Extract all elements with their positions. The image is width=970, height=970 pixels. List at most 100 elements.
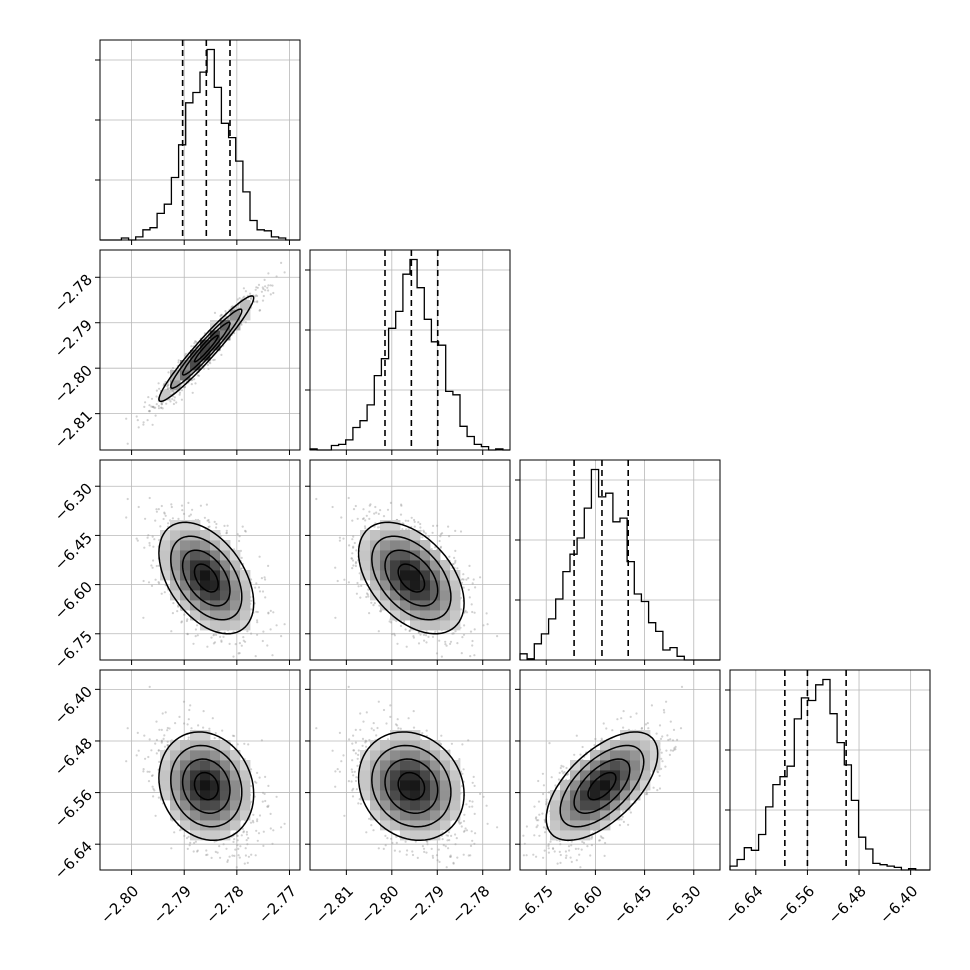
sample-point: [160, 406, 163, 409]
sample-point: [377, 526, 380, 529]
sample-point: [405, 645, 408, 648]
sample-point: [471, 610, 474, 614]
sample-point: [468, 596, 471, 599]
sample-point: [272, 291, 275, 295]
sample-point: [254, 854, 257, 857]
y-tick-label: −6.45: [51, 529, 96, 574]
sample-point: [449, 642, 452, 646]
sample-point: [232, 655, 235, 658]
y-tick-label: −6.30: [51, 480, 96, 525]
sample-point: [280, 261, 283, 264]
sample-point: [150, 564, 153, 567]
sample-point: [246, 630, 249, 633]
sample-point: [369, 503, 372, 506]
sample-point: [148, 404, 151, 407]
sample-point: [177, 359, 180, 362]
sample-point: [136, 731, 139, 735]
sample-point: [356, 581, 359, 585]
sample-point: [372, 604, 375, 607]
sample-point: [269, 628, 272, 631]
sample-point: [271, 654, 274, 657]
sample-point: [223, 524, 226, 528]
sample-point: [238, 539, 241, 543]
sample-point: [399, 624, 403, 628]
sample-point: [454, 630, 457, 633]
sample-point: [468, 564, 471, 568]
sample-point: [256, 301, 259, 304]
sample-point: [199, 504, 202, 507]
sample-point: [160, 592, 163, 595]
sample-point: [154, 578, 157, 581]
density-cell: [450, 600, 461, 611]
sample-point: [453, 556, 456, 560]
panel-0-0: [95, 39, 301, 245]
sample-point: [242, 636, 245, 639]
sample-point: [470, 603, 473, 606]
sample-point: [215, 522, 218, 526]
panel-1-0: −2.81−2.80−2.79−2.78: [51, 249, 301, 455]
sample-point: [193, 841, 196, 845]
sample-point: [142, 768, 145, 771]
sample-point: [180, 389, 184, 392]
sample-point: [154, 406, 157, 409]
density-cell: [390, 590, 401, 601]
sample-point: [236, 298, 239, 301]
sample-point: [148, 409, 151, 412]
sample-point: [162, 517, 165, 521]
sample-point: [157, 581, 160, 584]
sample-point: [262, 630, 265, 633]
sample-point: [155, 395, 158, 398]
sample-point: [432, 524, 435, 528]
sample-point: [386, 508, 390, 511]
sample-point: [343, 578, 346, 581]
sample-point: [187, 501, 190, 504]
sample-point: [143, 734, 146, 737]
sample-point: [356, 517, 359, 520]
sample-point: [243, 295, 246, 298]
sample-point: [261, 639, 264, 643]
histogram-1: [309, 258, 510, 451]
density-cell: [170, 540, 181, 551]
sample-point: [421, 536, 424, 539]
sample-point: [178, 393, 181, 396]
sample-point: [352, 508, 356, 511]
sample-point: [163, 511, 166, 514]
sample-point: [365, 592, 369, 595]
sample-point: [340, 516, 343, 519]
sample-point: [173, 399, 176, 402]
sample-point: [431, 635, 435, 639]
sample-point: [471, 639, 474, 643]
sample-point: [256, 621, 259, 624]
sample-point: [269, 827, 272, 830]
sample-point: [158, 760, 161, 764]
sample-point: [206, 363, 209, 366]
sample-point: [272, 611, 275, 614]
density-cell: [200, 580, 211, 591]
sample-point: [143, 546, 146, 549]
sample-point: [125, 417, 128, 420]
sample-point: [275, 275, 278, 278]
sample-point: [461, 636, 464, 639]
sample-point: [167, 522, 170, 525]
sample-point: [157, 508, 160, 511]
sample-point: [263, 576, 266, 579]
sample-point: [338, 536, 341, 539]
sample-point: [144, 401, 147, 404]
density-cell: [440, 610, 451, 621]
sample-point: [150, 405, 153, 408]
density-cell: [210, 620, 221, 631]
sample-point: [177, 361, 180, 364]
sample-point: [154, 519, 157, 522]
sample-point: [242, 287, 245, 290]
y-tick-label: −2.78: [51, 271, 96, 316]
density-cell: [360, 540, 371, 551]
sample-point: [188, 844, 191, 847]
sample-point: [181, 509, 184, 512]
sample-point: [147, 581, 151, 584]
sample-point: [213, 520, 216, 524]
y-tick-label: −2.81: [51, 407, 96, 452]
sample-point: [465, 578, 468, 581]
sample-point: [267, 272, 270, 275]
sample-point: [186, 723, 189, 726]
